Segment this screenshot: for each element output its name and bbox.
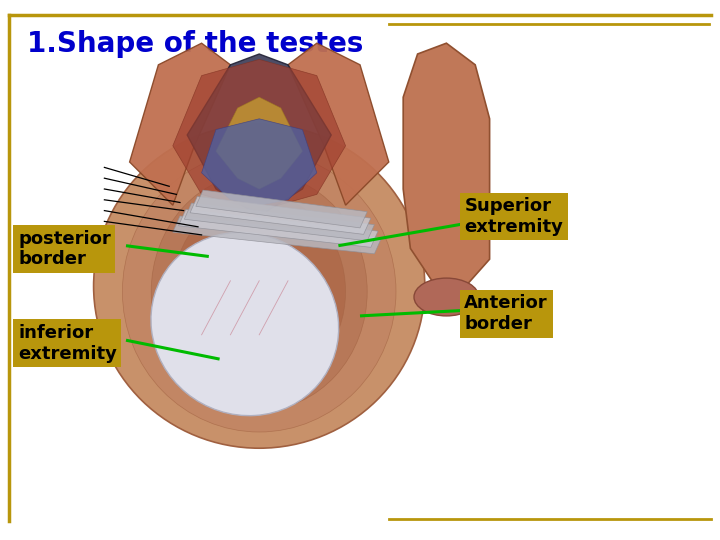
Text: Superior
extremity: Superior extremity	[464, 197, 563, 236]
Polygon shape	[196, 190, 367, 228]
Polygon shape	[216, 97, 302, 189]
Ellipse shape	[122, 151, 396, 432]
Polygon shape	[403, 43, 490, 292]
Polygon shape	[179, 210, 378, 247]
Ellipse shape	[94, 124, 425, 448]
Text: posterior
border: posterior border	[18, 230, 111, 268]
Polygon shape	[130, 43, 230, 205]
Polygon shape	[190, 197, 371, 234]
Polygon shape	[202, 119, 317, 205]
Polygon shape	[173, 216, 382, 254]
Ellipse shape	[151, 173, 367, 410]
Ellipse shape	[414, 278, 479, 316]
Ellipse shape	[173, 194, 346, 389]
Text: inferior
extremity: inferior extremity	[18, 324, 117, 363]
Polygon shape	[187, 54, 331, 216]
Polygon shape	[288, 43, 389, 205]
Text: 1.Shape of the testes: 1.Shape of the testes	[27, 30, 364, 58]
Polygon shape	[173, 59, 346, 211]
Ellipse shape	[151, 232, 338, 416]
Polygon shape	[184, 203, 374, 241]
Text: Anterior
border: Anterior border	[464, 294, 548, 333]
